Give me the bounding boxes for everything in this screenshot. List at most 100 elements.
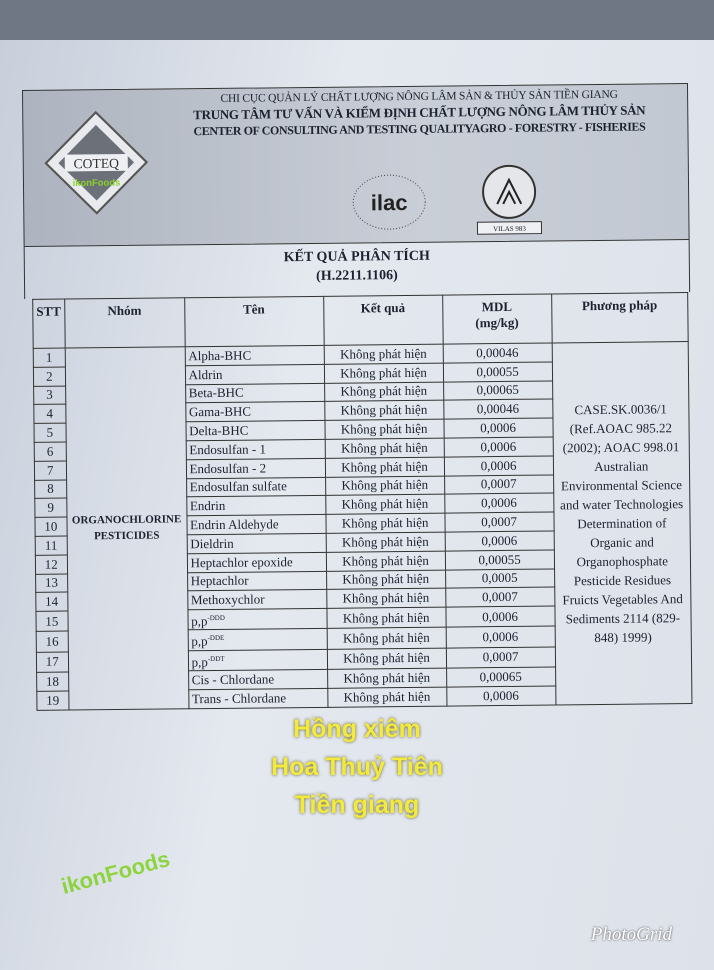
row-name: Endosulfan - 1: [185, 439, 325, 460]
row-mdl: 0,0007: [445, 587, 555, 608]
results-table: STT Nhóm Tên Kết quả MDL (mg/kg) Phương p…: [32, 292, 692, 711]
row-name: Endrin: [186, 495, 326, 516]
compound-suffix: -DDE: [207, 634, 225, 643]
row-mdl: 0,00046: [442, 342, 552, 363]
row-name: Dieldrin: [186, 533, 326, 554]
row-mdl: 0,0006: [445, 606, 555, 628]
row-stt: 14: [35, 592, 68, 612]
compound-name: Cis - Chlordane: [191, 671, 275, 688]
row-name: Methoxychlor: [187, 589, 327, 610]
row-name: Delta-BHC: [185, 420, 325, 441]
compound-name: Alpha-BHC: [188, 347, 252, 364]
row-name: Gama-BHC: [185, 401, 325, 422]
coteq-logo: COTEQ ikonFoods: [44, 110, 149, 215]
compound-name: Heptachlor epoxide: [190, 553, 293, 570]
row-mdl: 0,0006: [443, 418, 553, 439]
ilac-text: ilac: [371, 190, 408, 215]
row-name: Heptachlor: [187, 570, 327, 592]
table-header: STT Nhóm Tên Kết quả MDL (mg/kg) Phương p…: [32, 292, 689, 349]
row-result: Không phát hiện: [326, 607, 446, 629]
compound-suffix: -DDT: [207, 654, 225, 663]
analysis-report: COTEQ ikonFoods CHI CỤC QUẢN LÝ CHẤT LƯỢ…: [22, 83, 694, 711]
compound-name: Beta-BHC: [188, 385, 244, 401]
compound-name: p,p: [191, 654, 208, 670]
row-mdl: 0,0007: [445, 646, 556, 669]
row-stt: 17: [36, 651, 69, 673]
row-name: p,p-DDD: [187, 608, 327, 631]
row-stt: 16: [36, 631, 68, 653]
header-line-3: CENTER OF CONSULTING AND TESTING QUALITY…: [193, 119, 646, 139]
row-name: Alpha-BHC: [184, 345, 324, 366]
row-mdl: 0,0006: [446, 685, 556, 706]
row-result: Không phát hiện: [325, 550, 446, 571]
row-result: Không phát hiện: [325, 494, 445, 515]
compound-name: Methoxychlor: [190, 591, 265, 608]
row-result: Không phát hiện: [326, 647, 447, 670]
row-name: p,p-DDE: [187, 628, 327, 651]
row-stt: 11: [35, 536, 67, 556]
header-stt: STT: [32, 299, 65, 349]
row-name: Endosulfan - 2: [185, 458, 326, 479]
row-name: Endrin Aldehyde: [186, 514, 326, 535]
row-stt: 15: [35, 611, 68, 632]
compound-name: Endosulfan - 1: [189, 441, 266, 458]
row-result: Không phát hiện: [325, 513, 445, 534]
header-method: Phương pháp: [551, 292, 689, 343]
row-result: Không phát hiện: [323, 362, 444, 383]
logo-watermark: ikonFoods: [73, 178, 121, 189]
row-stt: 1: [33, 348, 65, 368]
row-mdl: 0,0005: [445, 568, 555, 589]
accreditation-seal: VILAS 983: [476, 164, 543, 235]
row-mdl: 0,00046: [443, 399, 553, 420]
row-name: Aldrin: [184, 364, 325, 385]
row-mdl: 0,00055: [444, 549, 555, 570]
compound-name: Aldrin: [188, 366, 223, 382]
compound-name: Dieldrin: [190, 535, 234, 552]
compound-name: Delta-BHC: [189, 422, 249, 439]
row-name: Heptachlor epoxide: [186, 552, 327, 573]
row-stt: 8: [34, 479, 67, 499]
row-stt: 3: [33, 385, 66, 405]
overlay-line-3: Tiền giang: [294, 791, 420, 819]
row-result: Không phát hiện: [326, 569, 446, 590]
mdl-label: MDL: [481, 298, 513, 315]
mdl-unit: (mg/kg): [475, 314, 519, 331]
row-mdl: 0,0006: [445, 626, 555, 648]
row-stt: 7: [34, 460, 67, 480]
row-result: Không phát hiện: [327, 668, 447, 689]
row-result: Không phát hiện: [323, 344, 443, 365]
overlay-line-1: Hồng xiêm: [293, 715, 421, 743]
row-name: Beta-BHC: [185, 382, 325, 404]
method-cell: CASE.SK.0036/1 (Ref.AOAC 985.22 (2002); …: [551, 341, 692, 705]
report-title-block: KẾT QUẢ PHÂN TÍCH (H.2211.1106): [23, 240, 691, 299]
row-mdl: 0,0007: [444, 474, 554, 495]
photogrid-watermark: PhotoGrid: [590, 924, 672, 945]
row-mdl: 0,0006: [444, 530, 554, 551]
row-result: Không phát hiện: [325, 532, 445, 553]
row-stt: 18: [36, 672, 69, 692]
row-result: Không phát hiện: [324, 400, 444, 421]
row-mdl: 0,0006: [443, 455, 554, 476]
row-result: Không phát hiện: [324, 438, 444, 459]
row-stt: 19: [36, 690, 69, 711]
overlay-line-2: Hoa Thuỷ Tiên: [271, 753, 443, 781]
row-mdl: 0,00065: [446, 667, 556, 688]
header-group: Nhóm: [64, 297, 185, 349]
header-mdl: MDL (mg/kg): [442, 293, 552, 345]
group-cell: ORGANOCHLORINE PESTICIDES: [64, 346, 189, 710]
compound-name: p,p: [191, 613, 208, 629]
row-stt: 12: [35, 554, 68, 574]
row-stt: 13: [35, 573, 68, 593]
compound-suffix: -DDD: [207, 614, 225, 623]
compound-name: Heptachlor: [190, 573, 249, 589]
vilas-label: VILAS 983: [493, 225, 526, 233]
row-result: Không phát hiện: [324, 419, 444, 440]
row-mdl: 0,00055: [442, 361, 553, 382]
compound-name: Trans - Chlordane: [191, 690, 287, 707]
row-result: Không phát hiện: [324, 456, 445, 477]
row-name: p,p-DDT: [187, 649, 328, 671]
row-result: Không phát hiện: [325, 475, 445, 496]
letterhead: COTEQ ikonFoods CHI CỤC QUẢN LÝ CHẤT LƯỢ…: [22, 83, 690, 247]
row-name: Trans - Chlordane: [188, 688, 328, 709]
row-stt: 10: [34, 517, 67, 537]
